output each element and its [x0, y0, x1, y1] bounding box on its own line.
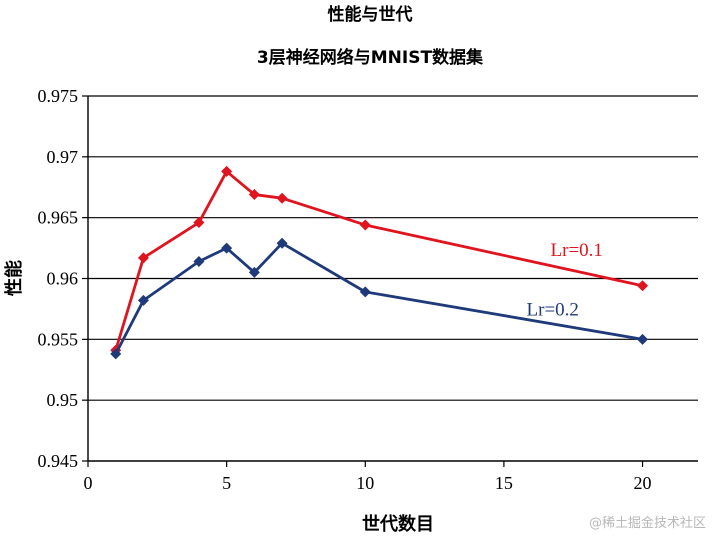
data-point-lr-0-1: [137, 252, 149, 264]
y-tick-label: 0.96: [47, 269, 79, 289]
x-tick-label: 5: [222, 473, 231, 493]
data-point-lr-0-1: [221, 165, 233, 177]
y-axis-ticks: 0.945 0.95 0.955 0.96 0.965 0.97 0.975: [38, 86, 88, 471]
chart-subtitle: 3层神经网络与MNIST数据集: [257, 47, 484, 68]
y-tick-label: 0.95: [47, 390, 79, 410]
data-point-lr-0-2: [359, 286, 371, 298]
data-point-lr-0-1: [248, 189, 260, 201]
y-tick-label: 0.975: [38, 86, 79, 106]
data-point-lr-0-2: [137, 294, 149, 306]
data-point-lr-0-1: [193, 217, 205, 229]
x-tick-label: 15: [495, 473, 513, 493]
series-group: Lr=0.1 Lr=0.2: [110, 165, 649, 360]
y-axis-label: 性能: [3, 260, 25, 296]
data-point-lr-0-2: [637, 333, 649, 345]
data-point-lr-0-2: [193, 255, 205, 267]
data-point-lr-0-2: [276, 237, 288, 249]
x-axis-label: 世代数目: [362, 513, 434, 535]
data-point-lr-0-1: [276, 192, 288, 204]
data-point-lr-0-1: [359, 219, 371, 231]
x-tick-label: 10: [356, 473, 374, 493]
x-tick-label: 20: [634, 473, 652, 493]
y-tick-label: 0.945: [38, 451, 79, 471]
data-point-lr-0-2: [110, 348, 122, 360]
data-point-lr-0-1: [637, 280, 649, 292]
series-label-lr-0-1: Lr=0.1: [551, 240, 603, 261]
data-point-lr-0-2: [221, 242, 233, 254]
y-tick-label: 0.965: [38, 208, 79, 228]
chart-title: 性能与世代: [328, 4, 413, 25]
gridlines: [88, 95, 698, 401]
x-axis-ticks: 0 5 10 15 20: [84, 461, 652, 493]
series-label-lr-0-2: Lr=0.2: [527, 299, 579, 320]
y-tick-label: 0.955: [38, 329, 79, 349]
y-tick-label: 0.97: [47, 147, 79, 167]
watermark: @稀土掘金技术社区: [588, 516, 706, 531]
series-line-lr-0-1: [114, 170, 643, 351]
series-line-lr-0-2: [114, 241, 643, 355]
x-tick-label: 0: [84, 473, 93, 493]
data-point-lr-0-2: [248, 266, 260, 278]
